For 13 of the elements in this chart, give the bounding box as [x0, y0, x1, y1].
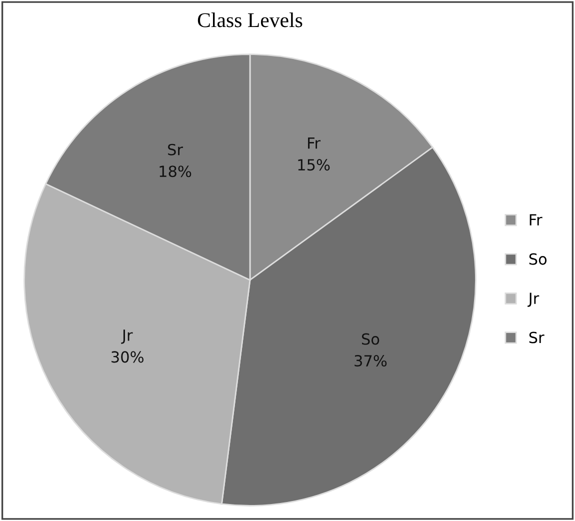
legend-label: Fr [530, 214, 542, 226]
data-label: 30% [112, 351, 144, 363]
data-label: 15% [298, 159, 330, 171]
data-label: 18% [160, 166, 192, 178]
slice-label: Sr [168, 144, 183, 156]
legend-label: So [529, 253, 547, 265]
legend-label: Sr [529, 332, 544, 344]
legend-label: Jr [528, 292, 540, 307]
slice-label: Jr [121, 330, 133, 344]
chart-title: Class Levels [198, 12, 302, 28]
slice-label: So [362, 333, 380, 345]
data-label: 37% [354, 355, 387, 367]
slice-label: Fr [308, 137, 321, 149]
